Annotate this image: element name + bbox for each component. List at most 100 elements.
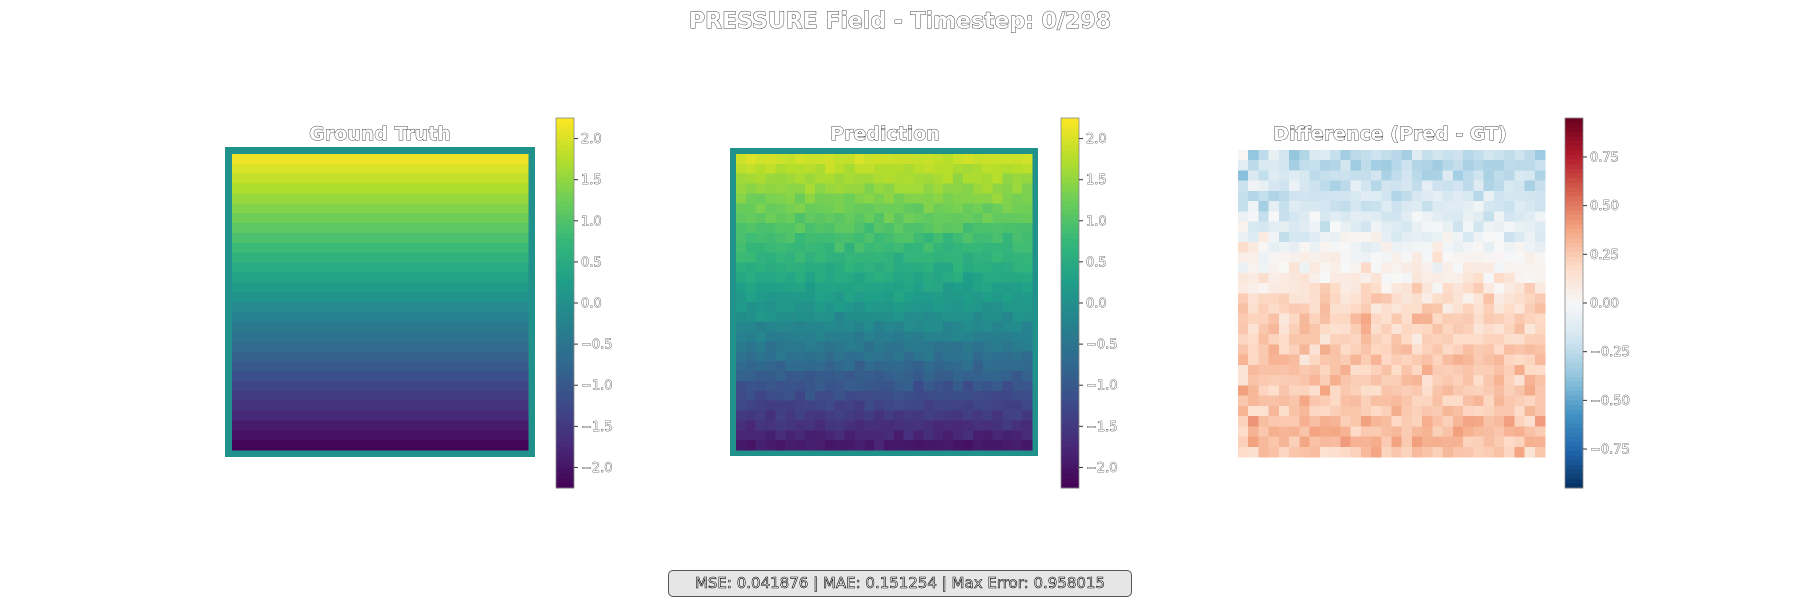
heatmap-cell <box>429 193 440 204</box>
heatmap-cell <box>1002 410 1013 421</box>
heatmap-cell <box>330 232 342 244</box>
heatmap-cell <box>261 223 272 234</box>
heatmap-cell <box>736 193 747 204</box>
heatmap-cell <box>360 252 371 264</box>
heatmap-cell <box>1238 231 1249 243</box>
heatmap-cell <box>795 390 806 402</box>
heatmap-cell <box>330 242 342 254</box>
heatmap-cell <box>943 272 954 283</box>
heatmap-cell <box>1371 201 1382 212</box>
heatmap-cell <box>1248 426 1259 438</box>
heatmap-cell <box>745 390 757 402</box>
heatmap-cell <box>1504 446 1515 458</box>
heatmap-cell <box>854 173 865 185</box>
heatmap-cell <box>350 430 361 441</box>
heatmap-cell <box>1381 323 1392 335</box>
heatmap-cell <box>933 371 944 382</box>
heatmap-cell <box>478 331 490 342</box>
heatmap-cell <box>350 183 361 194</box>
heatmap-cell <box>982 154 994 165</box>
heatmap-cell <box>1401 150 1413 161</box>
heatmap-cell <box>1371 272 1382 284</box>
heatmap-cell <box>1473 272 1485 284</box>
colorbar-segment <box>556 390 574 397</box>
heatmap-cell <box>330 262 342 273</box>
colorbar-tick-label: 1.0 <box>1086 214 1107 229</box>
heatmap-cell <box>301 173 312 185</box>
heatmap-cell <box>1524 385 1536 397</box>
heatmap-cell <box>1330 323 1341 335</box>
heatmap-cell <box>291 410 302 421</box>
heatmap-cell <box>399 282 411 293</box>
heatmap-cell <box>488 302 499 313</box>
heatmap-cell <box>805 430 816 441</box>
heatmap-cell <box>458 203 470 214</box>
colorbar-segment <box>556 303 574 309</box>
heatmap-cell <box>893 380 905 392</box>
heatmap-cell <box>1473 180 1485 192</box>
heatmap-cell <box>765 440 776 451</box>
heatmap-cell <box>864 262 875 273</box>
heatmap-cell <box>854 371 865 382</box>
heatmap-cell <box>755 302 767 313</box>
heatmap-cell <box>834 440 846 451</box>
heatmap-cell <box>992 163 1003 175</box>
heatmap-cell <box>301 183 312 194</box>
colorbar-segment <box>1061 400 1079 406</box>
colorbar-tick-label: 0.5 <box>1086 255 1107 270</box>
heatmap-cell <box>1319 395 1331 407</box>
heatmap-cell <box>261 351 272 362</box>
heatmap-cell <box>1258 303 1270 315</box>
heatmap-cell <box>419 390 430 402</box>
heatmap-cell <box>933 440 944 451</box>
heatmap-cell <box>785 380 796 392</box>
heatmap-cell <box>399 390 411 402</box>
heatmap-cell <box>498 400 509 412</box>
heatmap-cell <box>953 173 964 185</box>
colorbar-segment <box>1061 441 1079 447</box>
heatmap-cell <box>320 341 332 352</box>
heatmap-cell <box>1330 385 1341 397</box>
colorbar-segment <box>1565 414 1583 420</box>
heatmap-cell <box>1309 416 1321 427</box>
colorbar-segment <box>1565 404 1583 410</box>
heatmap-cell <box>814 390 826 402</box>
heatmap-cell <box>389 203 401 214</box>
heatmap-cell <box>261 302 272 313</box>
heatmap-cell <box>291 371 302 382</box>
heatmap-cell <box>389 242 401 254</box>
heatmap-cell <box>429 440 440 451</box>
colorbar-segment <box>1061 390 1079 397</box>
heatmap-cell <box>765 311 776 323</box>
heatmap-cell <box>350 232 361 244</box>
heatmap-cell <box>241 282 253 293</box>
heatmap-cell <box>320 371 332 382</box>
heatmap-cell <box>775 341 786 352</box>
heatmap-cell <box>1319 364 1331 376</box>
heatmap-cell <box>992 302 1003 313</box>
heatmap-cell <box>232 331 243 342</box>
heatmap-cell <box>399 252 411 264</box>
heatmap-cell <box>1473 313 1485 325</box>
heatmap-cell <box>972 430 984 441</box>
heatmap-cell <box>271 430 282 441</box>
heatmap-cell <box>943 193 954 204</box>
heatmap-cell <box>439 242 450 254</box>
heatmap-cell <box>370 380 381 392</box>
heatmap-cell <box>419 154 430 165</box>
heatmap-cell <box>399 380 411 392</box>
heatmap-cell <box>1360 354 1372 366</box>
heatmap-cell <box>518 331 529 342</box>
heatmap-cell <box>350 380 361 392</box>
heatmap-cell <box>785 321 796 333</box>
heatmap-cell <box>745 351 757 362</box>
heatmap-cell <box>370 223 381 234</box>
heatmap-cell <box>458 321 470 333</box>
heatmap-cell <box>1371 395 1382 407</box>
heatmap-cell <box>1493 272 1505 284</box>
heatmap-cell <box>1022 292 1033 303</box>
heatmap-cell <box>1340 211 1352 223</box>
heatmap-cell <box>824 302 836 313</box>
heatmap-cell <box>419 341 430 352</box>
heatmap-cell <box>913 223 924 234</box>
